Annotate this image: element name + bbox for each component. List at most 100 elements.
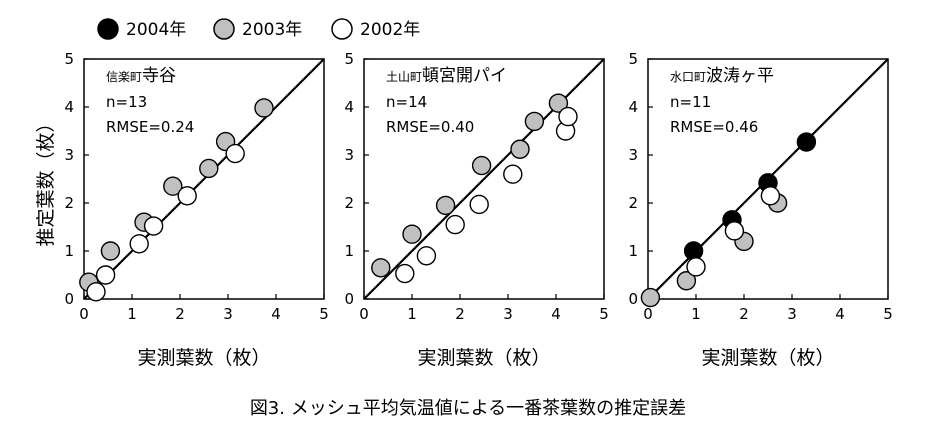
data-point-2003	[471, 155, 492, 176]
x-tick-label: 2	[739, 305, 749, 323]
data-point-2003	[163, 176, 183, 196]
data-point-2003	[435, 195, 456, 216]
y-tick-label: 4	[628, 98, 638, 116]
svg-text:信楽町寺谷: 信楽町寺谷	[106, 66, 176, 86]
sample-size: n=11	[670, 93, 711, 111]
data-point-2003	[548, 93, 569, 113]
legend-label-2003: 2003年	[242, 20, 302, 40]
y-tick-label: 3	[628, 146, 638, 164]
y-tick-label: 0	[344, 290, 354, 308]
legend-item-2002: 2002年	[331, 18, 420, 40]
data-point-2002	[503, 164, 523, 184]
panel-teradani: 0 1 2 3 4 5 0 1 2 3 4 5 信楽町寺谷 n=13 RMSE=0.24 実測葉数（枚…	[64, 50, 328, 369]
x-tick-label: 0	[643, 305, 653, 323]
data-point-2003	[640, 287, 661, 308]
legend-item-2004: 2004年	[97, 18, 186, 40]
plot-frame	[363, 58, 605, 300]
panel-annotation: 信楽町寺谷 n=13 RMSE=0.24	[106, 66, 194, 136]
y-tick-label: 1	[344, 242, 354, 260]
svg-text:水口町波涛ヶ平: 水口町波涛ヶ平	[670, 66, 774, 86]
data-point-2003	[524, 111, 545, 132]
legend-marker-2004	[97, 18, 119, 40]
data-point-2003	[254, 98, 274, 118]
x-axis-title: 実測葉数（枚）	[137, 347, 270, 369]
legend: 2004年 2003年 2002年	[97, 18, 420, 40]
rmse-value: RMSE=0.40	[386, 118, 474, 136]
y-tick-label: 0	[64, 290, 74, 308]
sample-size: n=13	[106, 93, 147, 111]
data-point-2002	[558, 106, 578, 127]
svg-text:土山町頓宮開パイ: 土山町頓宮開パイ	[386, 66, 507, 86]
data-point-2002	[225, 143, 245, 164]
place-site: 頓宮開パイ	[422, 66, 507, 86]
x-tick-label: 0	[79, 305, 89, 323]
x-tick-label: 1	[407, 305, 417, 323]
place-site: 寺谷	[142, 66, 176, 86]
rmse-value: RMSE=0.24	[106, 118, 194, 136]
data-point-2002	[724, 221, 745, 241]
x-tick-label: 3	[503, 305, 513, 323]
y-tick-label: 5	[628, 50, 638, 68]
y-axis-title: 推定葉数（枚）	[35, 113, 57, 246]
panel-annotation: 水口町波涛ヶ平 n=11 RMSE=0.46	[670, 66, 774, 136]
legend-label-2004: 2004年	[126, 20, 186, 40]
x-tick-label: 5	[319, 305, 329, 323]
data-point-2003	[510, 139, 530, 159]
x-tick-label: 4	[835, 305, 845, 323]
sample-size: n=14	[386, 93, 427, 111]
data-point-2002	[416, 246, 437, 266]
x-tick-label: 3	[787, 305, 797, 323]
y-tick-label: 1	[64, 242, 74, 260]
x-axis-title: 実測葉数（枚）	[417, 347, 550, 369]
y-tick-label: 4	[64, 98, 74, 116]
data-point-2002	[469, 194, 489, 215]
one-to-one-line	[83, 58, 325, 300]
legend-item-2003: 2003年	[213, 18, 302, 40]
y-tick-label: 2	[344, 194, 354, 212]
rmse-value: RMSE=0.46	[670, 118, 758, 136]
figure-caption: 図3. メッシュ平均気温値による一番茶葉数の推定誤差	[250, 398, 686, 419]
x-tick-label: 3	[223, 305, 233, 323]
y-tick-label: 4	[344, 98, 354, 116]
y-tick-label: 5	[344, 50, 354, 68]
data-point-2002	[760, 186, 781, 206]
y-tick-label: 3	[344, 146, 354, 164]
y-tick-label: 2	[628, 194, 638, 212]
data-point-2002	[686, 257, 706, 277]
data-point-2002	[395, 263, 415, 284]
data-point-2003	[199, 158, 219, 179]
data-point-2002	[177, 186, 197, 206]
x-tick-label: 0	[359, 305, 369, 323]
panel-hatogahira: 0 1 2 3 4 5 0 1 2 3 4 5 水口町波涛ヶ平 n=11 RMSE=0.46 実測葉数…	[628, 50, 892, 369]
x-axis-title: 実測葉数（枚）	[701, 347, 834, 369]
x-tick-label: 2	[175, 305, 185, 323]
data-point-2003	[402, 224, 422, 244]
y-tick-label: 2	[64, 194, 74, 212]
data-point-2002	[95, 265, 116, 285]
x-tick-label: 2	[455, 305, 465, 323]
data-point-2004	[796, 132, 817, 152]
panel-tongu: 0 1 2 3 4 5 0 1 2 3 4 5 土山町頓宮開パイ n=14 RMSE=0.40 実測葉…	[344, 50, 608, 369]
data-point-2002	[129, 234, 149, 254]
y-tick-label: 1	[628, 242, 638, 260]
x-tick-label: 4	[271, 305, 281, 323]
place-town: 信楽町	[106, 70, 142, 84]
y-tick-label: 0	[628, 290, 638, 308]
x-tick-label: 1	[127, 305, 137, 323]
place-town: 土山町	[386, 70, 422, 84]
data-point-2002	[445, 214, 465, 235]
panel-annotation: 土山町頓宮開パイ n=14 RMSE=0.40	[386, 66, 507, 136]
x-tick-label: 4	[551, 305, 561, 323]
data-point-2003	[100, 241, 121, 261]
x-tick-label: 1	[691, 305, 701, 323]
legend-marker-2003	[213, 18, 235, 40]
data-point-2003	[676, 271, 697, 291]
y-tick-label: 3	[64, 146, 74, 164]
place-site: 波涛ヶ平	[706, 66, 774, 86]
legend-label-2002: 2002年	[360, 20, 420, 40]
plot-frame	[83, 58, 325, 300]
data-point-2002	[143, 216, 164, 236]
data-point-2004	[683, 241, 704, 261]
y-tick-label: 5	[64, 50, 74, 68]
